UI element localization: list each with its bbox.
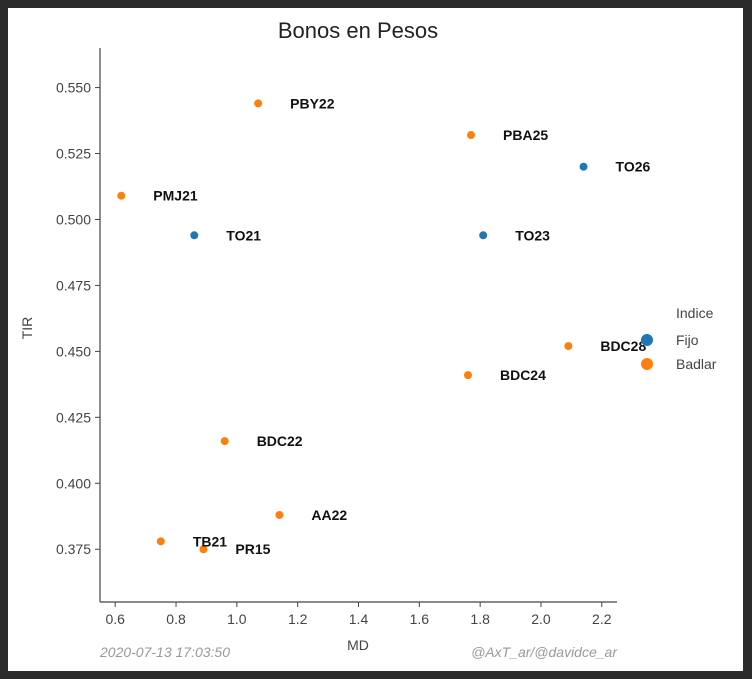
- point-pr15: [198, 544, 209, 555]
- y-tick-label: 0.525: [56, 146, 91, 162]
- x-ticks: 0.6 0.8 1.0 1.2 1.4 1.6 1.8 2.0 2.2: [105, 602, 612, 627]
- y-tick-label: 0.375: [56, 541, 91, 557]
- point-to21: [189, 230, 200, 241]
- y-ticks: 0.375 0.400 0.425 0.450 0.475 0.500 0.525 0.550: [56, 80, 100, 557]
- chart-frame: Bonos en Pesos 0.375 0.400 0.425 0.450 0.475…: [8, 8, 743, 671]
- label-bdc24: BDC24: [500, 367, 546, 383]
- legend-label-badlar: Badlar: [676, 356, 717, 372]
- label-pmj21: PMJ21: [153, 188, 198, 204]
- point-labels: TO21 TO23 TO26 PMJ21 PBY22 PBA25 BDC28 BDC24 BDC…: [153, 95, 650, 557]
- label-pr15: PR15: [235, 541, 270, 557]
- label-to23: TO23: [515, 227, 550, 243]
- x-tick-label: 1.8: [470, 611, 490, 627]
- point-pba25: [466, 130, 477, 141]
- label-pba25: PBA25: [503, 127, 548, 143]
- point-tb21: [155, 536, 166, 547]
- label-bdc22: BDC22: [257, 433, 303, 449]
- scatter-chart: Bonos en Pesos 0.375 0.400 0.425 0.450 0.475…: [19, 18, 717, 660]
- y-tick-label: 0.425: [56, 409, 91, 425]
- x-axis-title: MD: [347, 637, 369, 653]
- x-tick-label: 1.4: [349, 611, 369, 627]
- data-points: [116, 98, 589, 555]
- x-tick-label: 0.8: [166, 611, 186, 627]
- y-tick-label: 0.400: [56, 475, 91, 491]
- credit: @AxT_ar/@davidce_ar: [471, 644, 618, 660]
- point-bdc22: [219, 436, 230, 447]
- y-tick-label: 0.500: [56, 211, 91, 227]
- point-bdc24: [462, 370, 473, 381]
- x-tick-label: 1.6: [410, 611, 430, 627]
- label-bdc28: BDC28: [600, 338, 646, 354]
- legend-marker-fijo: [641, 334, 653, 346]
- y-tick-label: 0.475: [56, 277, 91, 293]
- point-bdc28: [563, 341, 574, 352]
- point-pby22: [253, 98, 264, 109]
- x-tick-label: 0.6: [105, 611, 125, 627]
- legend-label-fijo: Fijo: [676, 332, 699, 348]
- legend: Indice Fijo Badlar: [641, 305, 717, 372]
- label-to26: TO26: [616, 159, 651, 175]
- point-to23: [478, 230, 489, 241]
- x-tick-label: 2.2: [592, 611, 612, 627]
- legend-title: Indice: [676, 305, 714, 321]
- label-aa22: AA22: [311, 507, 347, 523]
- point-pmj21: [116, 190, 127, 201]
- x-tick-label: 1.2: [288, 611, 308, 627]
- label-to21: TO21: [226, 227, 261, 243]
- timestamp: 2020-07-13 17:03:50: [99, 644, 230, 660]
- y-axis-title: TIR: [19, 317, 35, 340]
- y-tick-label: 0.550: [56, 80, 91, 96]
- legend-marker-badlar: [641, 358, 653, 370]
- point-to26: [578, 161, 589, 172]
- label-tb21: TB21: [193, 533, 227, 549]
- label-pby22: PBY22: [290, 95, 335, 111]
- x-tick-label: 2.0: [531, 611, 551, 627]
- x-tick-label: 1.0: [227, 611, 247, 627]
- point-aa22: [274, 509, 285, 520]
- y-tick-label: 0.450: [56, 343, 91, 359]
- chart-title: Bonos en Pesos: [278, 18, 438, 43]
